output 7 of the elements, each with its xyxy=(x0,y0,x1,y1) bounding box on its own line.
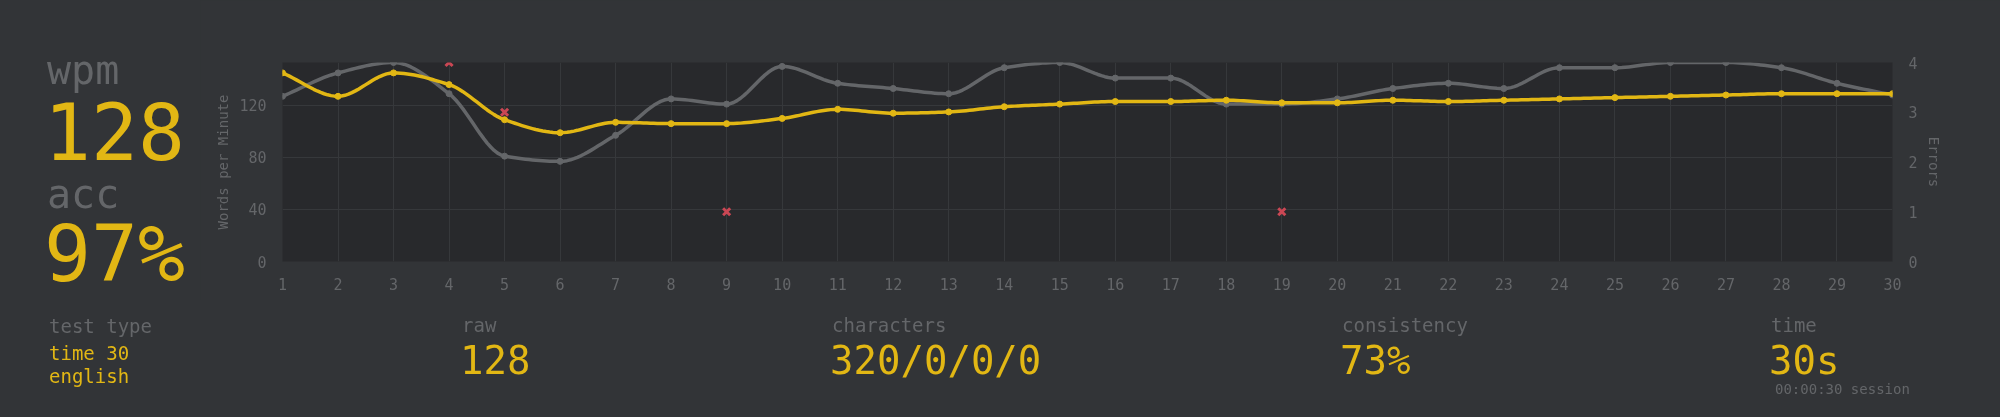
text: 30s xyxy=(1769,338,1840,383)
text: time 30 xyxy=(49,341,130,364)
text: 320/0/0/0 xyxy=(830,338,1042,383)
text: 128 xyxy=(460,338,531,383)
text: 73% xyxy=(1340,338,1411,383)
text: english xyxy=(49,364,130,387)
text: 97% xyxy=(44,209,185,299)
